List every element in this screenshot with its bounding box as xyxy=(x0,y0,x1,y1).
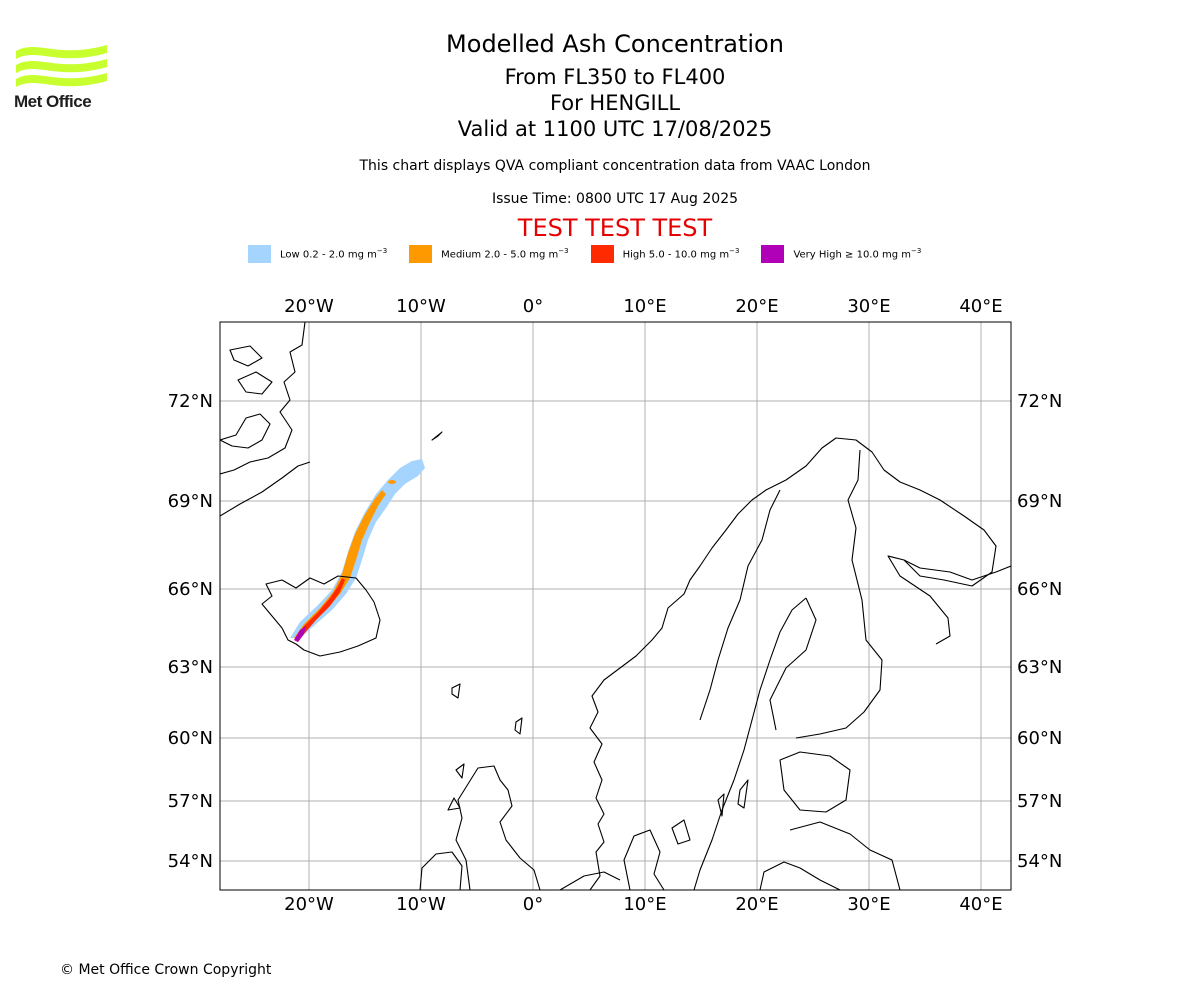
lon-labels-bottom: 20°W 10°W 0° 10°E 20°E 30°E 40°E xyxy=(284,894,1002,915)
lat-tick-label: 63°N xyxy=(1017,657,1062,678)
volcano-name: For HENGILL xyxy=(549,91,681,115)
lon-tick-label: 20°W xyxy=(284,296,334,317)
graticule xyxy=(220,322,1011,890)
valid-time: Valid at 1100 UTC 17/08/2025 xyxy=(457,117,773,141)
lat-tick-label: 72°N xyxy=(168,391,213,412)
lat-tick-label: 57°N xyxy=(1017,791,1062,812)
ash-plume-very-high xyxy=(294,626,306,642)
lat-tick-label: 72°N xyxy=(1017,391,1062,412)
legend-swatch xyxy=(761,245,785,263)
met-office-logo xyxy=(16,45,107,87)
legend-item-high: High 5.0 - 10.0 mg m−3 xyxy=(590,245,740,263)
ash-plume-medium xyxy=(294,490,386,640)
coastlines xyxy=(220,322,1011,890)
legend-label: Medium 2.0 - 5.0 mg m xyxy=(441,249,559,261)
legend-swatch xyxy=(248,245,271,263)
legend-swatch xyxy=(409,245,433,263)
lon-tick-label: 10°E xyxy=(623,894,666,915)
lat-labels-right: 72°N 69°N 66°N 63°N 60°N 57°N 54°N xyxy=(1017,391,1062,872)
legend-exponent: −3 xyxy=(558,247,569,256)
map-frame xyxy=(219,321,1012,891)
lon-tick-label: 20°W xyxy=(284,894,334,915)
legend-swatch xyxy=(590,245,614,263)
concentration-legend: Low 0.2 - 2.0 mg m−3 Medium 2.0 - 5.0 mg… xyxy=(248,244,943,264)
legend-exponent: −3 xyxy=(376,247,388,256)
chart-header: Modelled Ash Concentration From FL350 to… xyxy=(0,30,1200,142)
lon-tick-label: 10°W xyxy=(396,894,446,915)
ash-plume-high xyxy=(294,578,345,642)
legend-label: Very High ≥ 10.0 mg m xyxy=(793,249,912,261)
flight-levels: From FL350 to FL400 xyxy=(504,65,726,89)
lat-tick-label: 66°N xyxy=(168,579,213,600)
lon-labels-top: 20°W 10°W 0° 10°E 20°E 30°E 40°E xyxy=(284,296,1002,317)
issue-time: Issue Time: 0800 UTC 17 Aug 2025 xyxy=(491,191,739,207)
legend-label: Low 0.2 - 2.0 mg m xyxy=(280,249,377,261)
lon-tick-label: 10°W xyxy=(396,296,446,317)
lon-tick-label: 40°E xyxy=(959,296,1002,317)
logo-text: Met Office xyxy=(14,92,92,111)
legend-item-medium: Medium 2.0 - 5.0 mg m−3 xyxy=(409,245,569,263)
lon-tick-label: 20°E xyxy=(735,894,778,915)
lat-tick-label: 54°N xyxy=(1017,851,1062,872)
lat-tick-label: 57°N xyxy=(168,791,213,812)
lat-tick-label: 66°N xyxy=(1017,579,1062,600)
lon-tick-label: 30°E xyxy=(847,296,890,317)
legend-label: High 5.0 - 10.0 mg m xyxy=(622,249,730,261)
chart-title: Modelled Ash Concentration xyxy=(446,30,784,58)
copyright-notice: © Met Office Crown Copyright xyxy=(60,962,272,978)
lat-tick-label: 69°N xyxy=(168,491,213,512)
legend-exponent: −3 xyxy=(729,247,740,256)
chart-description: This chart displays QVA compliant concen… xyxy=(359,158,871,174)
lat-tick-label: 69°N xyxy=(1017,491,1062,512)
lon-tick-label: 20°E xyxy=(735,296,778,317)
lon-tick-label: 0° xyxy=(523,296,543,317)
lat-tick-label: 54°N xyxy=(168,851,213,872)
legend-item-very-high: Very High ≥ 10.0 mg m−3 xyxy=(761,245,921,263)
legend-exponent: −3 xyxy=(911,247,922,256)
lon-tick-label: 10°E xyxy=(623,296,666,317)
lat-tick-label: 60°N xyxy=(168,728,213,749)
lon-tick-label: 0° xyxy=(523,894,543,915)
lon-tick-label: 40°E xyxy=(959,894,1002,915)
lon-tick-label: 30°E xyxy=(847,894,890,915)
legend-item-low: Low 0.2 - 2.0 mg m−3 xyxy=(248,245,387,263)
map-content xyxy=(220,322,1011,890)
lat-tick-label: 63°N xyxy=(168,657,213,678)
lat-labels-left: 72°N 69°N 66°N 63°N 60°N 57°N 54°N xyxy=(168,391,213,872)
lat-tick-label: 60°N xyxy=(1017,728,1062,749)
test-banner: TEST TEST TEST xyxy=(517,214,713,242)
